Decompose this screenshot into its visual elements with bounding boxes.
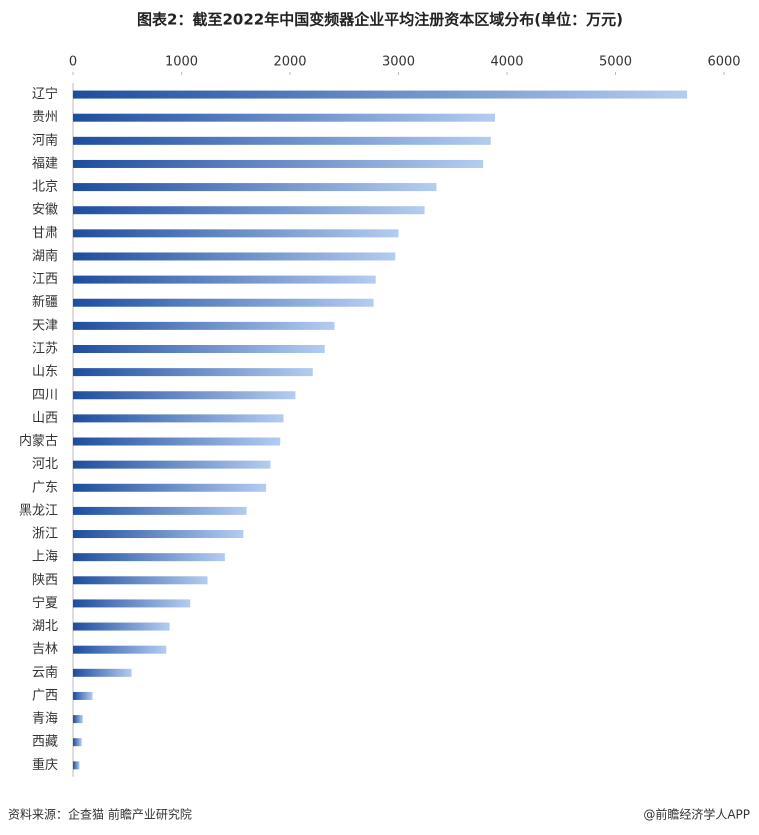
chart-title: 图表2：截至2022年中国变频器企业平均注册资本区域分布(单位：万元) [137, 11, 623, 29]
bar [73, 113, 496, 122]
y-tick-label: 辽宁 [32, 86, 58, 102]
y-tick-label: 江西 [32, 272, 58, 287]
bar [73, 159, 484, 168]
bar [73, 576, 208, 585]
bar [73, 206, 425, 215]
y-tick-label: 河北 [32, 457, 58, 472]
y-tick-label: 内蒙古 [19, 433, 58, 449]
credit: @前瞻经济学人APP [643, 807, 750, 822]
y-tick-label: 山西 [32, 411, 58, 426]
y-tick-label: 吉林 [32, 642, 58, 657]
bar [73, 437, 281, 446]
bar [73, 229, 399, 238]
x-tick-label: 0 [69, 55, 77, 70]
bar [73, 298, 374, 307]
bar [73, 136, 491, 145]
bar [73, 183, 437, 192]
x-tick-label: 5000 [599, 55, 632, 70]
x-tick-label: 3000 [382, 55, 415, 70]
bar [73, 668, 132, 677]
y-tick-label: 贵州 [32, 110, 58, 125]
x-tick-label: 6000 [707, 55, 740, 70]
bar [73, 252, 396, 261]
bar [73, 321, 335, 330]
bar [73, 553, 225, 562]
bar [73, 645, 167, 654]
y-tick-label: 广东 [32, 480, 58, 495]
x-tick-label: 2000 [273, 55, 306, 70]
bar [73, 761, 80, 770]
bar [73, 738, 82, 747]
bar [73, 622, 170, 631]
y-tick-label: 四川 [32, 388, 58, 403]
y-tick-label: 山东 [32, 365, 58, 380]
y-tick-label: 青海 [32, 712, 58, 727]
y-tick-label: 宁夏 [32, 595, 58, 611]
y-tick-label: 黑龙江 [19, 503, 58, 518]
x-tick-label: 4000 [490, 55, 523, 70]
bar [73, 460, 271, 469]
bar [73, 90, 688, 99]
y-tick-label: 北京 [32, 180, 58, 195]
bar [73, 715, 83, 724]
y-tick-label: 河南 [32, 132, 58, 148]
y-tick-label: 江苏 [32, 340, 58, 356]
source: 资料来源：企查猫 前瞻产业研究院 [8, 807, 192, 822]
y-tick-label: 上海 [32, 550, 58, 565]
bar [73, 691, 93, 700]
y-tick-label: 安徽 [32, 203, 58, 218]
bar [73, 483, 267, 492]
y-tick-label: 湖南 [32, 248, 58, 264]
bar [73, 414, 284, 423]
y-tick-label: 甘肃 [32, 226, 58, 241]
y-tick-label: 西藏 [32, 735, 58, 750]
bar [73, 506, 247, 515]
bar [73, 391, 296, 400]
y-tick-label: 新疆 [32, 294, 58, 310]
y-tick-label: 福建 [32, 156, 58, 171]
bar [73, 275, 376, 284]
y-tick-label: 浙江 [32, 527, 58, 542]
y-tick-label: 陕西 [32, 573, 58, 588]
y-tick-label: 湖北 [32, 619, 58, 634]
bar [73, 599, 191, 608]
bar [73, 344, 325, 353]
y-tick-label: 天津 [32, 318, 58, 333]
x-tick-label: 1000 [165, 55, 198, 70]
y-tick-label: 重庆 [32, 757, 58, 773]
bar [73, 530, 244, 539]
y-tick-label: 云南 [32, 664, 58, 680]
bar [73, 368, 313, 377]
y-tick-label: 广西 [32, 688, 58, 703]
